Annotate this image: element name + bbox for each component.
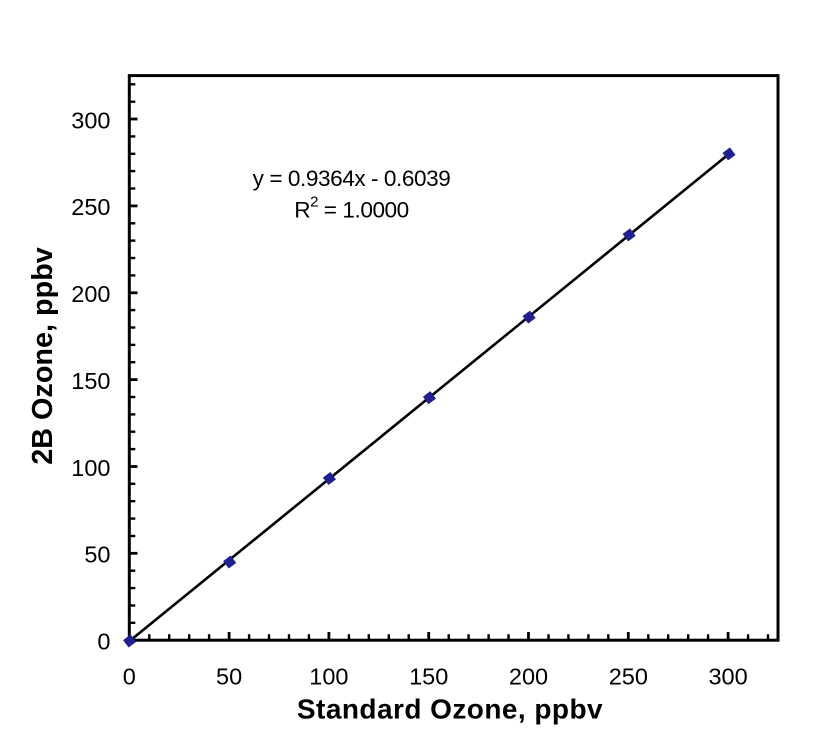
svg-text:R2 = 1.0000: R2 = 1.0000 bbox=[294, 193, 409, 222]
svg-text:150: 150 bbox=[71, 368, 110, 394]
svg-text:Standard Ozone, ppbv: Standard Ozone, ppbv bbox=[297, 694, 603, 725]
svg-text:300: 300 bbox=[708, 664, 747, 690]
svg-text:250: 250 bbox=[71, 194, 110, 220]
svg-text:250: 250 bbox=[609, 664, 648, 690]
svg-text:50: 50 bbox=[84, 542, 110, 568]
svg-text:2B Ozone, ppbv: 2B Ozone, ppbv bbox=[27, 247, 59, 465]
svg-text:100: 100 bbox=[309, 664, 348, 690]
svg-text:50: 50 bbox=[216, 664, 242, 690]
svg-text:200: 200 bbox=[71, 281, 110, 307]
svg-text:0: 0 bbox=[97, 629, 110, 655]
svg-text:100: 100 bbox=[71, 455, 110, 481]
svg-text:200: 200 bbox=[509, 664, 548, 690]
svg-text:0: 0 bbox=[123, 664, 136, 690]
svg-text:150: 150 bbox=[409, 664, 448, 690]
svg-text:300: 300 bbox=[71, 107, 110, 133]
svg-text:y = 0.9364x - 0.6039: y = 0.9364x - 0.6039 bbox=[253, 166, 451, 191]
